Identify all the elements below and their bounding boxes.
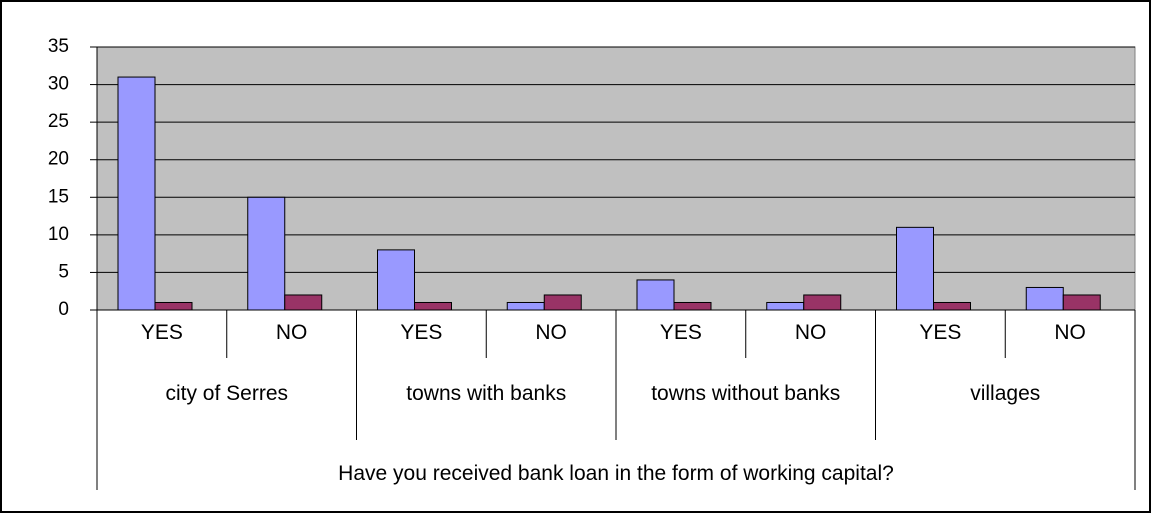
bar: [543, 294, 582, 311]
group-label: towns with banks: [406, 382, 567, 405]
y-tick-label: 10: [48, 224, 69, 245]
x-axis-label: Have you received bank loan in the form …: [338, 462, 894, 485]
x-tick-label: NO: [275, 321, 308, 344]
x-tick-label: YES: [400, 321, 443, 344]
x-tick-label: NO: [794, 321, 827, 344]
bar: [1025, 286, 1064, 311]
y-tick-label: 15: [48, 186, 69, 207]
bar: [154, 301, 193, 311]
y-tick-label: 30: [48, 74, 69, 95]
bar: [803, 294, 842, 311]
bar: [636, 279, 675, 311]
x-tick-label: NO: [1054, 321, 1086, 344]
y-tick-label: 35: [48, 36, 69, 57]
x-tick-label: YES: [919, 321, 962, 344]
bar: [506, 301, 545, 311]
bar: [1062, 294, 1101, 311]
y-tick-label: 0: [58, 299, 69, 320]
bar: [284, 294, 323, 311]
bar: [933, 301, 971, 311]
bar: [766, 301, 805, 311]
bar: [673, 301, 712, 311]
group-label: city of Serres: [165, 382, 289, 405]
group-label: villages: [970, 382, 1041, 405]
y-tick-label: 20: [48, 149, 69, 170]
bar: [896, 226, 934, 311]
group-label: towns without banks: [651, 382, 841, 405]
x-tick-label: YES: [140, 321, 183, 344]
y-tick-label: 25: [48, 111, 69, 132]
y-tick-label: 5: [58, 261, 69, 282]
x-tick-label: YES: [659, 321, 702, 344]
bar: [377, 249, 415, 311]
bar: [414, 301, 452, 311]
bar: [247, 196, 286, 311]
x-tick-label: NO: [535, 321, 567, 344]
bar: [117, 76, 156, 311]
